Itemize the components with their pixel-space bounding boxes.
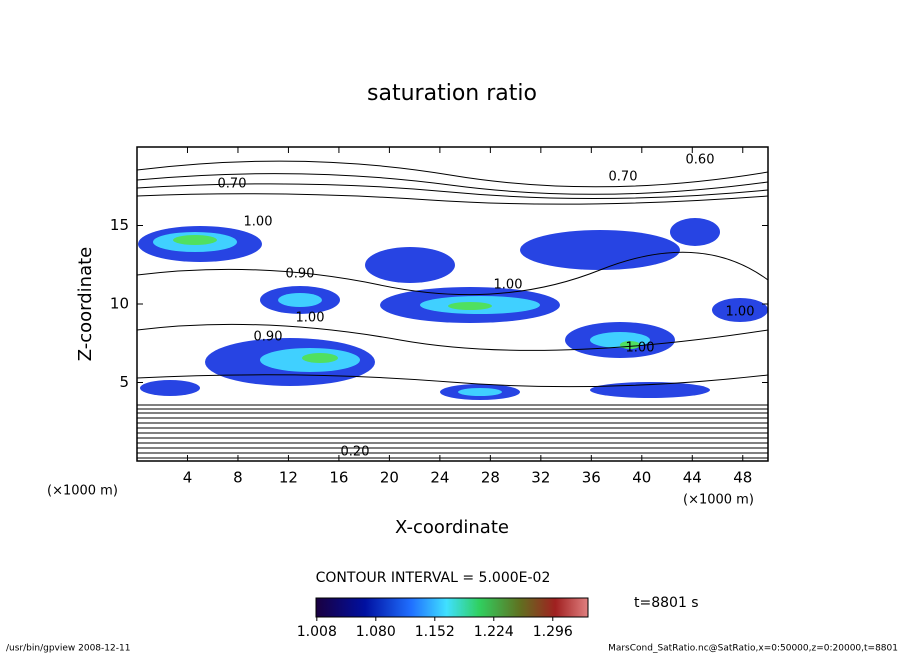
x-tick-label: 28 xyxy=(481,469,500,487)
footer-right: MarsCond_SatRatio.nc@SatRatio,x=0:50000,… xyxy=(608,644,898,654)
x-tick-label: 8 xyxy=(233,469,243,487)
colorbar-tick-label: 1.152 xyxy=(415,624,455,640)
contour-label: 1.00 xyxy=(626,341,655,356)
contour-label: 0.70 xyxy=(218,177,247,192)
contour-label: 0.90 xyxy=(254,330,283,345)
colorbar-tick-label: 1.080 xyxy=(356,624,396,640)
y-axis-label: Z-coordinate xyxy=(75,247,96,362)
colorbar-tick-label: 1.224 xyxy=(474,624,514,640)
colorbar xyxy=(315,597,589,618)
x-unit: (×1000 m) xyxy=(683,493,754,508)
contour-label: 1.00 xyxy=(726,305,755,320)
contour-label: 0.60 xyxy=(686,153,715,168)
colorbar-tick-label: 1.008 xyxy=(297,624,337,640)
y-tick-label: 15 xyxy=(110,216,129,234)
y-unit: (×1000 m) xyxy=(47,484,118,499)
contour-label: 0.70 xyxy=(609,170,638,185)
field xyxy=(137,160,768,459)
contour-interval: CONTOUR INTERVAL = 5.000E-02 xyxy=(316,570,551,586)
x-tick-label: 12 xyxy=(279,469,298,487)
x-tick-label: 32 xyxy=(531,469,550,487)
contour-label: 1.00 xyxy=(296,311,325,326)
footer-left: /usr/bin/gpview 2008-12-11 xyxy=(6,644,130,654)
x-tick-label: 40 xyxy=(632,469,651,487)
y-tick-label: 5 xyxy=(119,373,129,391)
x-tick-label: 24 xyxy=(430,469,449,487)
contour-label: 0.90 xyxy=(286,267,315,282)
x-axis-label: X-coordinate xyxy=(395,517,509,538)
x-tick-label: 20 xyxy=(380,469,399,487)
x-tick-label: 48 xyxy=(733,469,752,487)
colorbar-tick-label: 1.296 xyxy=(533,624,573,640)
contour-label: 1.00 xyxy=(494,278,523,293)
x-tick-label: 36 xyxy=(582,469,601,487)
y-tick-label: 10 xyxy=(110,295,129,313)
contour-label: 0.20 xyxy=(341,445,370,460)
x-tick-label: 44 xyxy=(683,469,702,487)
chart-title: saturation ratio xyxy=(367,81,537,106)
x-tick-label: 16 xyxy=(329,469,348,487)
time-label: t=8801 s xyxy=(634,595,699,611)
contour-label: 1.00 xyxy=(244,215,273,230)
x-tick-label: 4 xyxy=(183,469,193,487)
